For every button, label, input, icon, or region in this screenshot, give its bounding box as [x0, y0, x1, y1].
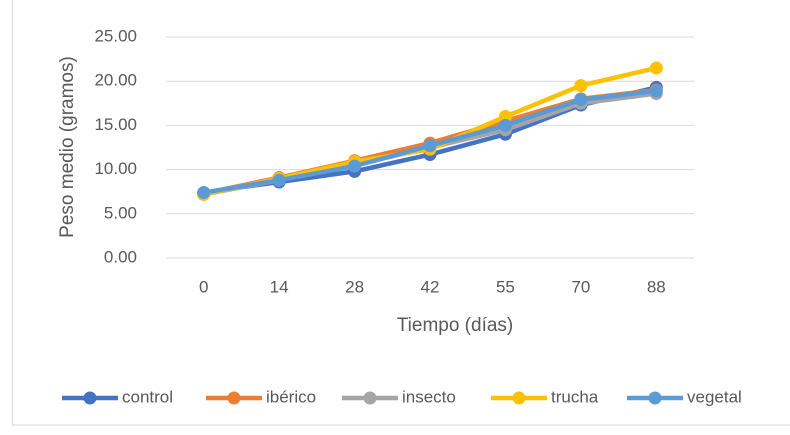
x-tick-label: 0: [199, 277, 208, 296]
point: [197, 186, 211, 200]
y-axis-title: Peso medio (gramos): [57, 56, 78, 238]
y-tick-label: 20.00: [94, 71, 137, 90]
x-tick-label: 42: [421, 277, 440, 296]
x-tick-label: 55: [496, 277, 515, 296]
y-tick-label: 25.00: [94, 26, 137, 45]
x-tick-label: 14: [270, 277, 289, 296]
point: [574, 93, 588, 107]
series-line: [203, 65, 657, 197]
x-tick-label: 28: [345, 277, 364, 296]
point: [649, 84, 663, 98]
legend-label: trucha: [551, 387, 599, 406]
legend-marker: [512, 391, 526, 405]
legend-marker: [648, 391, 662, 405]
legend-marker: [83, 391, 97, 405]
point: [423, 139, 437, 153]
y-tick-label: 10.00: [94, 159, 137, 178]
x-tick-label: 70: [571, 277, 590, 296]
legend-marker: [227, 391, 241, 405]
x-axis-title: Tiempo (días): [397, 315, 514, 336]
legend-label: ibérico: [266, 387, 316, 406]
legend-marker: [363, 391, 377, 405]
point: [649, 61, 663, 75]
y-tick-label: 5.00: [104, 203, 137, 222]
point: [348, 159, 362, 173]
legend-label: control: [122, 387, 173, 406]
x-tick-label: 88: [647, 277, 666, 296]
point: [272, 173, 286, 187]
point: [498, 118, 512, 132]
legend-label: vegetal: [687, 387, 742, 406]
point: [574, 79, 588, 93]
y-tick-label: 15.00: [94, 115, 137, 134]
y-tick-label: 0.00: [104, 247, 137, 266]
chart-frame: [12, 0, 790, 426]
legend-label: insecto: [402, 387, 456, 406]
